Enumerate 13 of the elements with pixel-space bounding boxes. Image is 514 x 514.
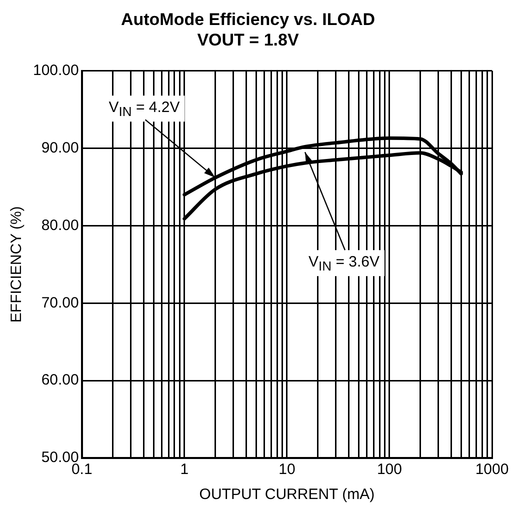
y-axis-title: EFFICIENCY (%) [8,206,26,323]
x-tick-label: 10 [278,461,296,478]
y-tick-label: 80.00 [41,216,79,234]
y-tick-label: 60.00 [41,372,79,389]
x-axis-title: OUTPUT CURRENT (mA) [199,486,375,504]
y-tick-label: 70.00 [41,294,79,312]
y-tick-label: 90.00 [41,139,79,156]
x-tick-label: 100 [376,461,402,478]
y-tick-label: 100.00 [32,62,79,79]
x-tick-label: 1 [180,461,189,478]
x-tick-label: 1000 [475,461,509,478]
chart-title: AutoMode Efficiency vs. ILOAD [120,10,376,29]
chart-subtitle: VOUT = 1.8V [197,30,300,50]
